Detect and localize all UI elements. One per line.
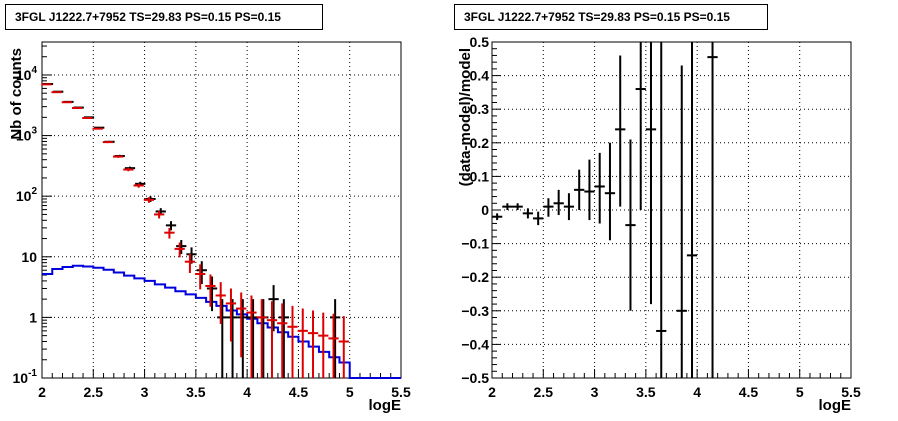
x-tick-label: 3.5 [636,384,656,400]
y-tick-label: 102 [16,186,38,204]
y-tick-label: 0 [481,202,489,218]
x-tick-label: 3 [591,384,599,400]
x-tick-label: 5.5 [841,384,861,400]
y-tick-label: 0.5 [470,34,490,50]
x-tick-label: 3.5 [186,384,206,400]
y-tick-label: 103 [16,126,38,144]
x-tick-label: 4 [693,384,701,400]
y-tick-label: 10-1 [13,368,38,386]
y-tick-label: 10 [21,249,37,265]
x-tick-label: 5.5 [391,384,411,400]
x-tick-label: 3 [141,384,149,400]
y-tick-label: −0.3 [461,303,489,319]
x-axis-label: logE [819,397,852,414]
x-axis-label: logE [369,397,402,414]
y-tick-label: 0.1 [470,168,490,184]
y-tick-label: −0.2 [461,269,489,285]
y-axis-label: Nb of counts [8,48,25,140]
left-chart-title: 3FGL J1222.7+7952 TS=29.83 PS=0.15 PS=0.… [5,4,323,30]
plot-frame [491,41,852,379]
y-tick-label: 0.4 [470,68,490,84]
y-axis-label: (data-model)/model [457,48,474,186]
x-tick-label: 4.5 [739,384,759,400]
x-tick-label: 2.5 [84,384,104,400]
x-tick-label: 5 [346,384,354,400]
x-tick-label: 2 [38,384,46,400]
x-tick-label: 4.5 [289,384,309,400]
y-tick-label: −0.1 [461,236,489,252]
y-tick-label: −0.5 [461,370,489,386]
x-tick-label: 5 [796,384,804,400]
y-tick-label: 0.3 [470,101,490,117]
x-tick-label: 2.5 [534,384,554,400]
right-chart-title: 3FGL J1222.7+7952 TS=29.83 PS=0.15 PS=0.… [454,4,768,30]
y-tick-label: 104 [16,65,38,83]
y-tick-label: 1 [29,309,37,325]
x-tick-label: 4 [243,384,251,400]
y-tick-label: −0.4 [461,336,489,352]
y-tick-label: 0.2 [470,135,490,151]
x-tick-label: 2 [488,384,496,400]
